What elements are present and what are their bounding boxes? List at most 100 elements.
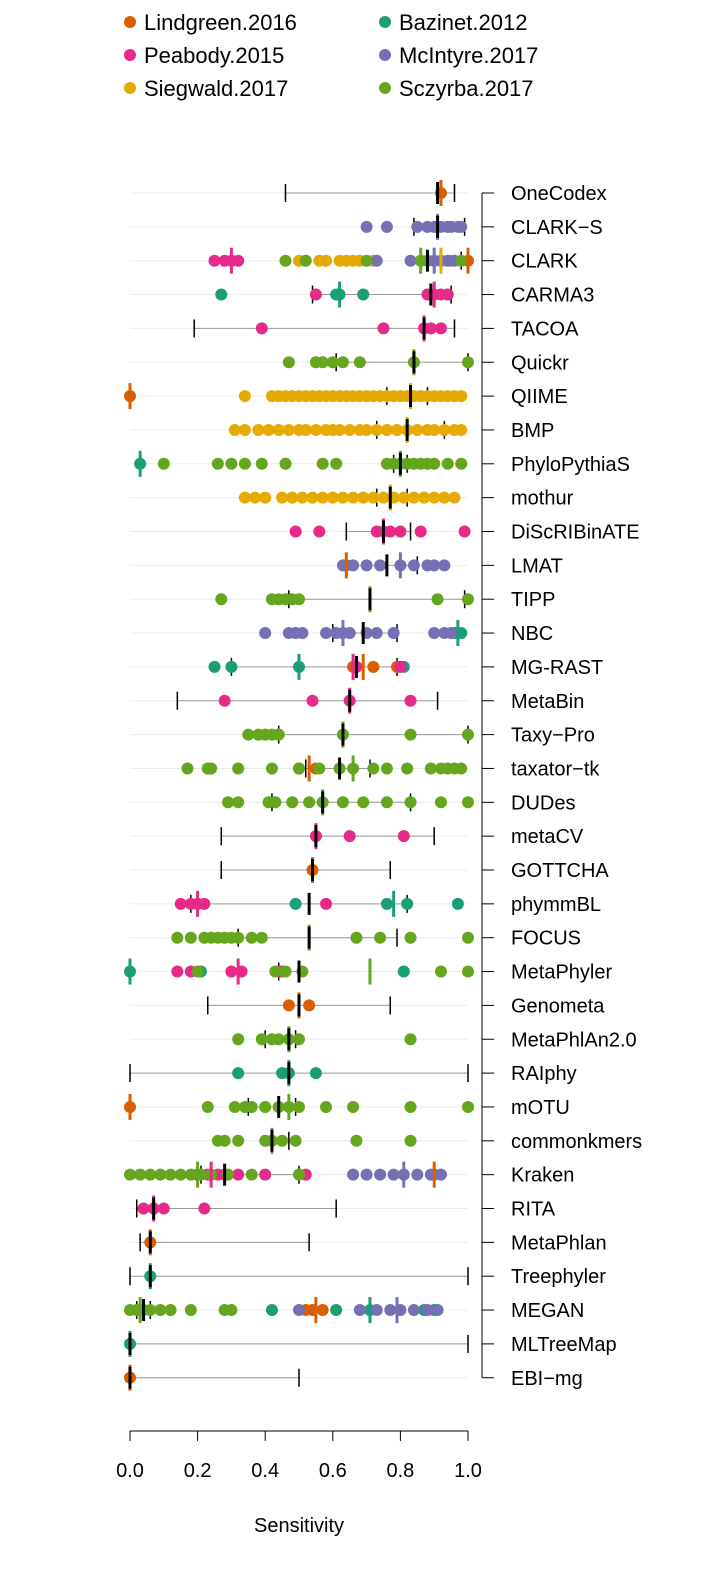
data-point-P (404, 694, 417, 707)
data-point-L (282, 999, 295, 1012)
data-point-M (360, 1168, 373, 1181)
data-point-Z (272, 728, 285, 741)
data-point-P (394, 525, 407, 538)
data-point-P (198, 897, 211, 910)
data-point-Z (218, 1134, 231, 1147)
data-point-Z (462, 1100, 474, 1113)
data-point-S (407, 491, 420, 504)
data-point-Z (144, 1304, 157, 1317)
data-point-S (336, 491, 349, 504)
data-point-M (411, 220, 424, 233)
method-label: MetaPhyler (511, 962, 612, 984)
data-point-P (377, 322, 390, 335)
data-point-Z (232, 931, 245, 944)
data-point-P (384, 525, 397, 538)
data-point-M (428, 559, 441, 572)
method-label: NBC (511, 623, 553, 645)
data-point-B (380, 897, 393, 910)
data-point-P (289, 525, 302, 538)
method-label: RITA (511, 1199, 556, 1221)
data-point-M (347, 1168, 360, 1181)
legend-label-M: McIntyre.2017 (399, 43, 538, 68)
data-point-S (367, 491, 380, 504)
legend: Lindgreen.2016 Bazinet.2012 Peabody.2015 Mc… (124, 10, 538, 101)
data-point-Z (245, 931, 258, 944)
legend-marker-M (379, 49, 391, 61)
data-point-M (387, 627, 400, 640)
method-label: QIIME (511, 386, 568, 408)
data-point-B (357, 288, 370, 301)
legend-marker-B (379, 16, 391, 28)
legend-label-S: Siegwald.2017 (144, 76, 288, 101)
data-point-S (428, 491, 441, 504)
legend-label-P: Peabody.2015 (144, 43, 284, 68)
data-point-Z (303, 796, 316, 809)
data-point-Z (336, 796, 349, 809)
data-point-Z (455, 762, 468, 775)
data-point-S (326, 491, 339, 504)
data-point-M (380, 220, 393, 233)
data-point-Z (225, 457, 238, 470)
plot-area (124, 180, 474, 1391)
data-point-Z (255, 457, 268, 470)
data-point-P (458, 525, 471, 538)
data-point-Z (222, 796, 235, 809)
data-point-S (272, 423, 285, 436)
data-point-P (434, 322, 447, 335)
data-point-Z (289, 1134, 302, 1147)
method-label: FOCUS (511, 928, 581, 950)
data-point-Z (279, 457, 292, 470)
data-point-Z (293, 593, 305, 606)
data-point-B (265, 1304, 278, 1317)
data-point-M (411, 1168, 424, 1181)
data-point-P (309, 288, 322, 301)
data-point-Z (259, 1100, 272, 1113)
data-point-Z (293, 1168, 305, 1181)
data-point-Z (462, 356, 474, 369)
data-point-P (424, 322, 437, 335)
data-point-Z (374, 931, 387, 944)
data-point-B (397, 965, 410, 978)
data-point-Z (293, 1033, 305, 1046)
data-point-S (320, 254, 333, 267)
x-tick-label: 0.4 (251, 1460, 279, 1482)
method-label: CARMA3 (511, 285, 594, 307)
data-point-Z (336, 356, 349, 369)
data-point-P (343, 830, 356, 843)
data-point-P (255, 322, 268, 335)
data-point-M (259, 627, 272, 640)
data-point-Z (286, 796, 299, 809)
data-point-M (431, 1304, 444, 1317)
data-point-S (343, 423, 356, 436)
data-point-S (448, 491, 461, 504)
data-point-S (391, 423, 404, 436)
data-point-B (330, 1304, 343, 1317)
data-point-P (218, 694, 231, 707)
x-axis-title: Sensitivity (254, 1515, 344, 1537)
data-point-Z (380, 796, 393, 809)
data-point-M (370, 254, 383, 267)
data-point-Z (404, 931, 417, 944)
data-point-Z (428, 457, 441, 470)
data-point-M (370, 627, 383, 640)
data-point-Z (326, 356, 339, 369)
data-point-Z (269, 965, 282, 978)
data-point-M (296, 627, 309, 640)
data-point-S (306, 491, 319, 504)
data-point-P (232, 254, 245, 267)
data-point-Z (462, 965, 474, 978)
data-point-S (377, 491, 390, 504)
method-label: mOTU (511, 1097, 570, 1119)
data-point-B (208, 660, 221, 673)
data-point-Z (316, 457, 329, 470)
data-point-M (387, 1168, 400, 1181)
data-point-S (238, 423, 251, 436)
data-point-Z (279, 254, 292, 267)
data-point-L (316, 1304, 329, 1317)
data-point-S (418, 491, 431, 504)
data-point-Z (367, 762, 380, 775)
data-point-S (428, 423, 441, 436)
data-point-Z (238, 457, 251, 470)
method-label: PhyloPythiaS (511, 454, 630, 476)
